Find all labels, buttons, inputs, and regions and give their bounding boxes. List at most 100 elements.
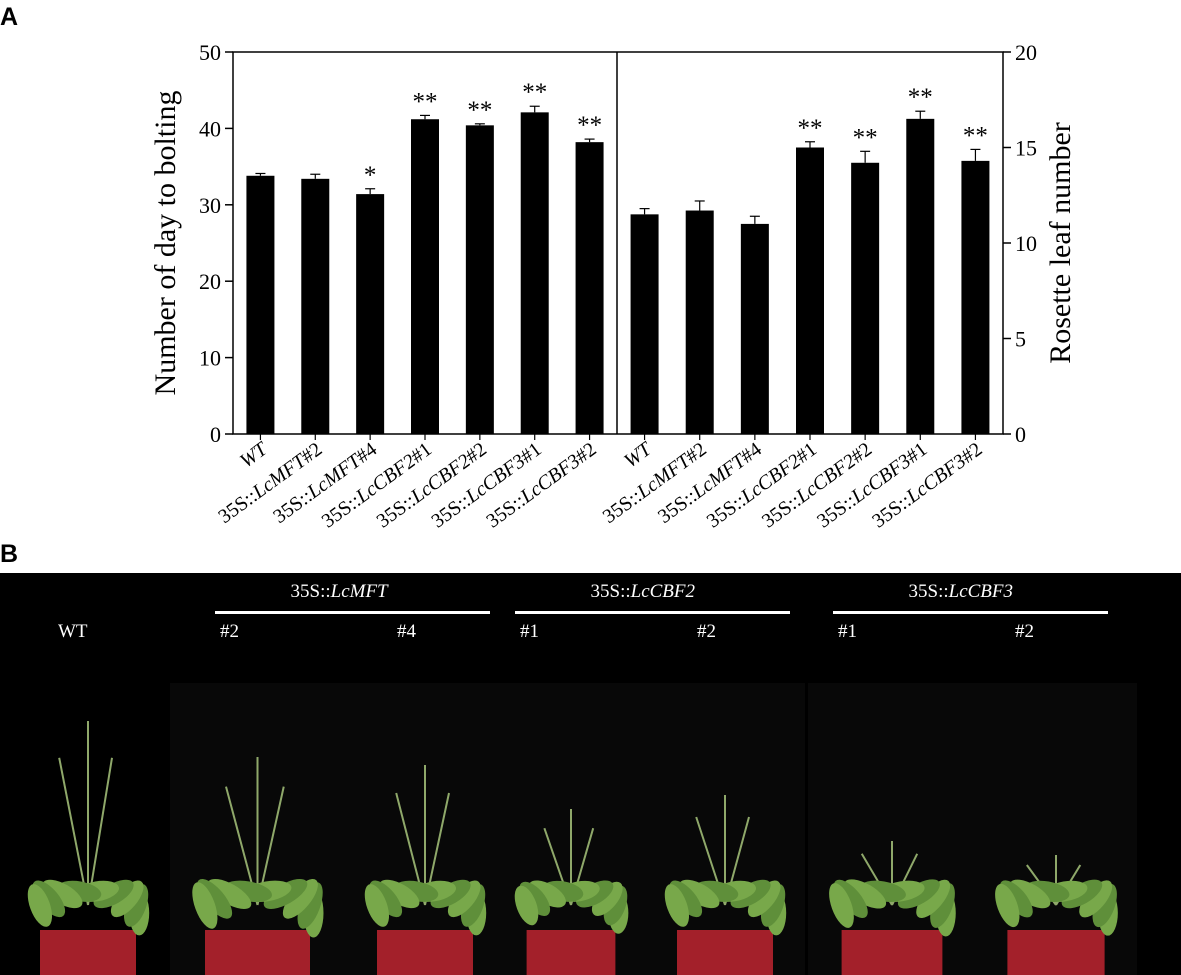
bar [246,175,275,434]
plant-drawing [364,765,487,975]
rosette-leaf [297,882,323,929]
group-underline [515,611,790,614]
plant-drawing [664,795,787,975]
rosette-leaf [207,878,252,909]
line-label: #2 [1015,621,1034,642]
rosette-leaf [528,880,566,908]
significance-label: ** [577,112,602,139]
bar [630,214,659,434]
pot [205,930,310,975]
rosette-leaf [282,879,318,919]
significance-label: ** [798,115,823,142]
significance-label: ** [467,97,492,124]
plant-photo [170,683,345,975]
left-tick-label: 50 [199,40,221,65]
bar [411,119,439,435]
plant-photo [345,683,505,975]
right-tick-label: 10 [1015,231,1037,256]
bar [740,223,769,434]
group-label: 35S::LcCBF2 [590,581,696,602]
significance-label: ** [413,88,438,115]
category-label: WT [620,437,657,472]
group-underline [215,611,490,614]
plot-frame [232,51,1004,435]
rosette-leaf [192,882,218,929]
left-tick-label: 0 [210,422,221,447]
pot [677,930,773,975]
right-tick-label: 5 [1015,327,1026,352]
significance-label: ** [963,122,988,149]
bar [796,147,824,434]
panel-a-label: A [0,3,18,31]
rosette-leaf [664,884,690,927]
rosette-leaf [916,879,951,918]
rosette-leaf [829,883,854,928]
plant-photo [645,683,805,975]
bar [575,142,604,435]
significance-label: * [364,162,377,189]
rosette-leaf [514,885,539,926]
bar [465,125,494,435]
rosette-leaf [930,883,955,928]
line-label: #4 [397,621,416,642]
stem [87,757,113,906]
rosette-leaf [447,880,481,918]
rosette-leaf [110,880,144,918]
rosette-leaf [379,879,420,909]
left-axis-label: Number of day to bolting [149,91,182,396]
photo-panel-b: WT 35S::LcMFT #2 #4 35S::LcCBF2 #1 #2 35S::LcCB… [0,573,1181,975]
line-label: #1 [520,621,539,642]
panel-b-label: B [0,540,19,568]
left-tick-label: 10 [199,346,221,371]
group-label: 35S::LcMFT [290,581,388,602]
significance-label: ** [522,79,547,106]
plant-photo [808,683,976,975]
right-tick-label: 0 [1015,422,1026,447]
right-tick-label: 20 [1015,40,1037,65]
rosette-leaf [42,879,83,909]
plant-drawing [514,809,629,975]
bar [851,162,880,434]
rosette-leaf [995,883,1020,928]
pot [1007,930,1105,975]
plant-photo [975,683,1137,975]
rosette-leaf [747,880,781,918]
chart-plot: 0 10 20 30 40 50 0 5 10 15 20 Number of day to bolt… [149,40,1077,532]
left-tick-label: 20 [199,269,221,294]
rosette-leaf [591,881,623,916]
line-label: #1 [838,621,857,642]
bar [961,160,990,434]
pot [377,930,473,975]
bar [301,178,330,434]
rosette-leaf [844,879,887,909]
group-underline [833,611,1108,614]
plant-drawing [995,855,1118,975]
plant-photo [8,683,168,975]
bar-chart-panel-a: A 0 10 20 30 40 50 0 5 10 15 20 Number of day to bo… [0,3,1077,532]
line-label: #2 [220,621,239,642]
left-tick-label: 40 [199,116,221,141]
bar [906,118,935,434]
plant-drawing [829,841,956,975]
group-label: 35S::LcCBF3 [908,581,1014,602]
bar [356,194,385,434]
pot [841,930,943,975]
line-label: #2 [697,621,716,642]
rosette-leaf [27,884,53,927]
rosette-leaf [679,879,720,909]
significance-label: ** [908,84,933,111]
plant-drawing [27,721,150,975]
category-label: WT [236,437,273,472]
wt-label: WT [58,621,88,642]
stem [58,757,89,906]
plant-photo [497,683,645,975]
right-tick-label: 15 [1015,136,1037,161]
plant-drawing [192,757,324,975]
pot [526,930,616,975]
bar [520,112,549,434]
rosette-leaf [1092,883,1117,928]
left-tick-label: 30 [199,193,221,218]
rosette-leaf [1009,879,1051,909]
rosette-leaf [364,884,390,927]
right-axis-label: Rosette leaf number [1044,122,1077,364]
